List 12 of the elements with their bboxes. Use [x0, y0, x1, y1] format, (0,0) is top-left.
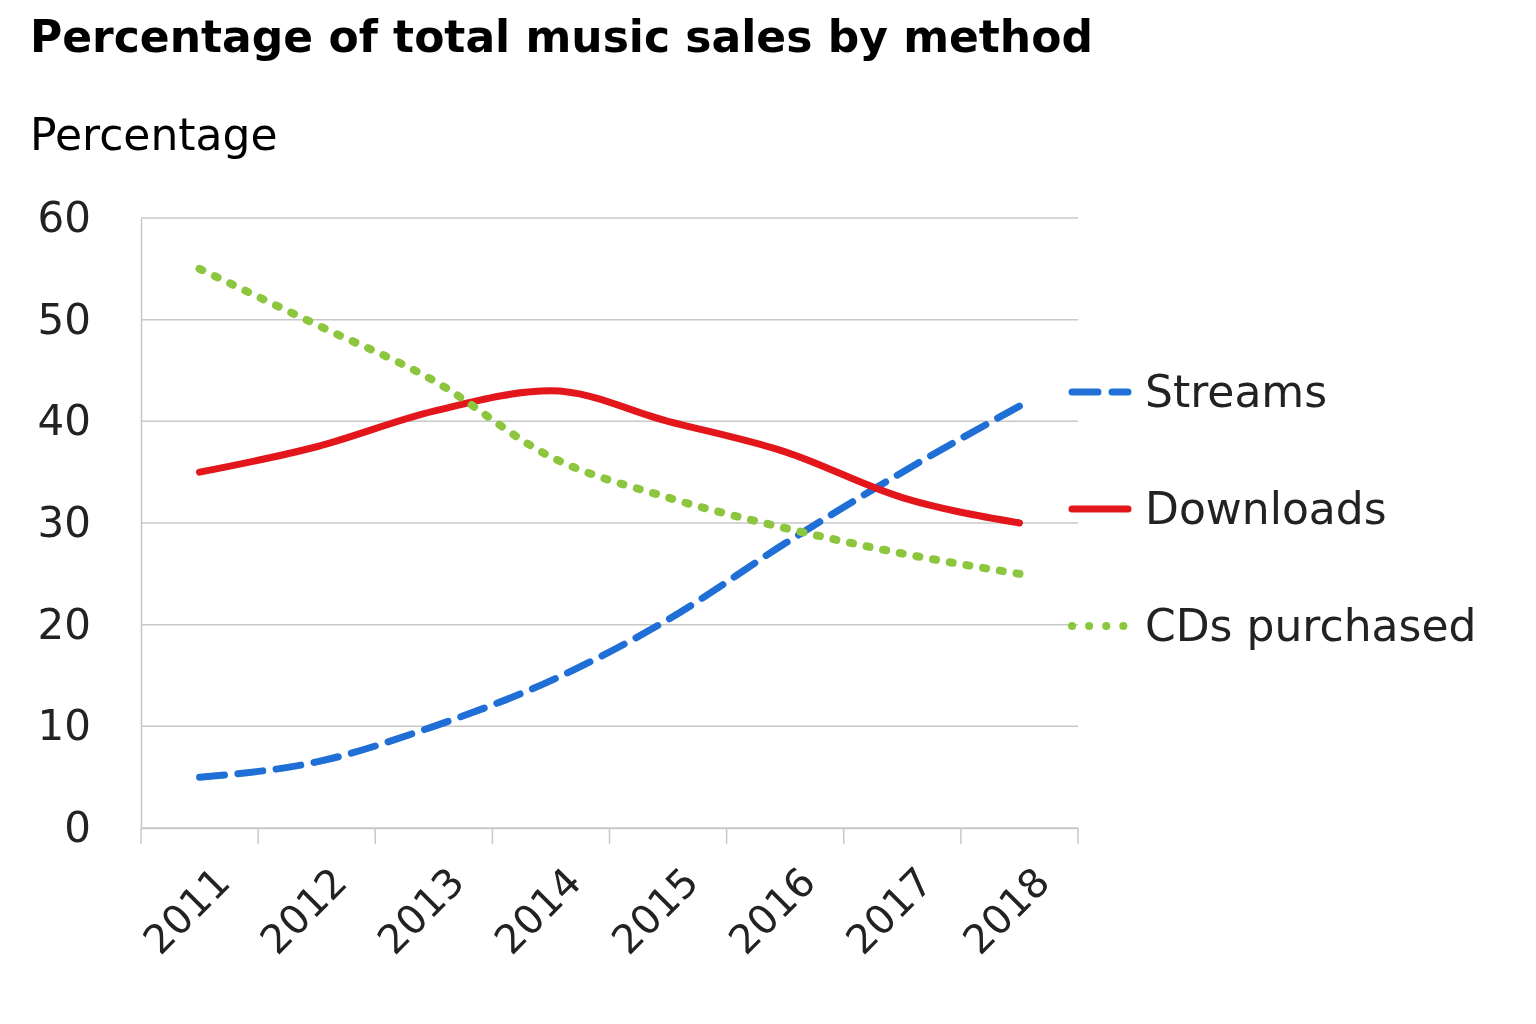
y-tick-label: 30: [37, 497, 91, 547]
legend-label: Streams: [1145, 366, 1328, 418]
y-tick-label: 0: [64, 802, 91, 852]
y-tick-label: 60: [37, 192, 91, 242]
y-axis-title: Percentage: [30, 109, 278, 160]
y-tick-label: 50: [37, 294, 91, 344]
chart-title: Percentage of total music sales by method: [30, 11, 1093, 62]
legend-label: Downloads: [1145, 483, 1387, 535]
y-tick-label: 10: [37, 701, 91, 751]
y-tick-label: 40: [37, 396, 91, 446]
legend-label: CDs purchased: [1145, 600, 1477, 652]
y-tick-label: 20: [37, 599, 91, 649]
